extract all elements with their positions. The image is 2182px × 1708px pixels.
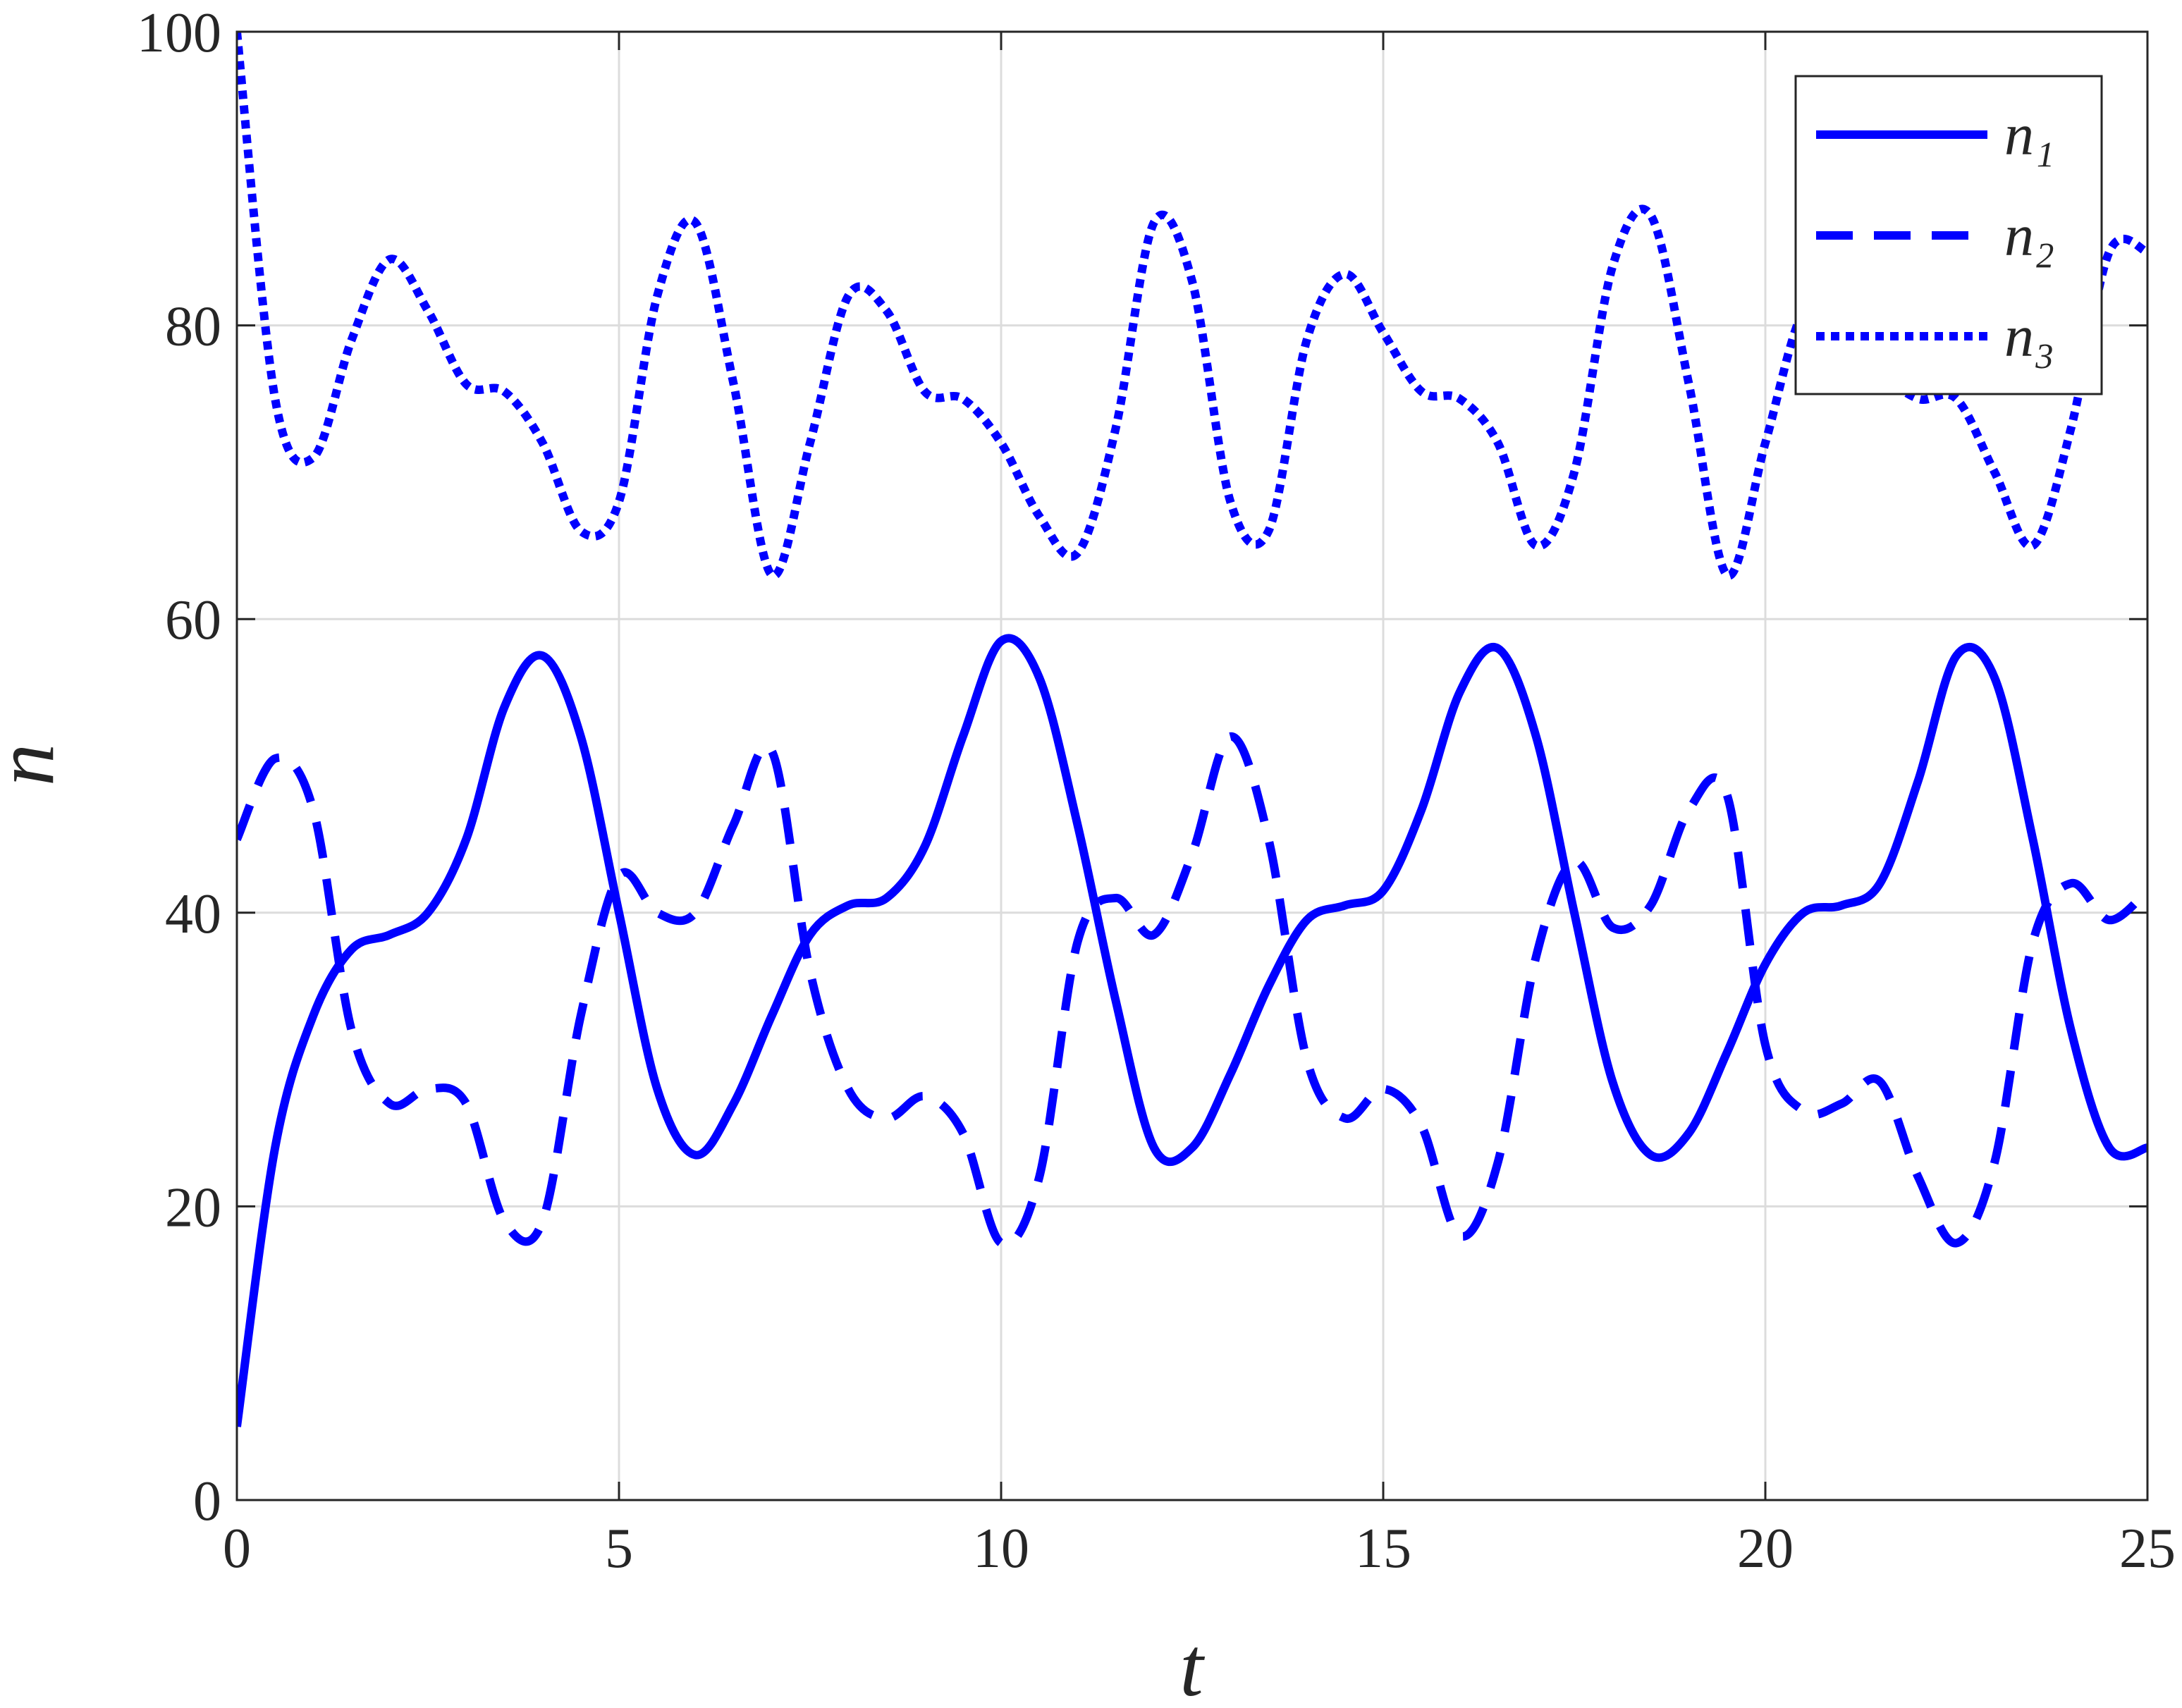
y-tick-label: 0 — [193, 1470, 221, 1532]
y-tick-label: 20 — [165, 1176, 221, 1239]
x-tick-label: 5 — [605, 1518, 633, 1580]
x-tick-label: 10 — [973, 1518, 1029, 1580]
legend-label: n₁ — [2004, 102, 2054, 168]
legend-label: n₂ — [2004, 203, 2054, 269]
y-tick-label: 100 — [137, 2, 221, 64]
x-tick-label: 25 — [2119, 1518, 2176, 1580]
legend-label: n₃ — [2004, 304, 2054, 369]
series-line — [237, 732, 2147, 1249]
y-tick-label: 60 — [165, 589, 221, 651]
series-line — [237, 634, 2147, 1427]
x-tick-label: 0 — [223, 1518, 251, 1580]
y-axis-label: n — [0, 744, 71, 786]
y-tick-label: 80 — [165, 296, 221, 358]
axes-box — [235, 30, 2149, 1501]
x-tick-label: 20 — [1737, 1518, 1794, 1580]
series-line — [237, 31, 2147, 580]
y-tick-label: 40 — [165, 883, 221, 945]
x-tick-label: 15 — [1355, 1518, 1411, 1580]
x-axis-label: t — [1179, 1620, 1205, 1708]
